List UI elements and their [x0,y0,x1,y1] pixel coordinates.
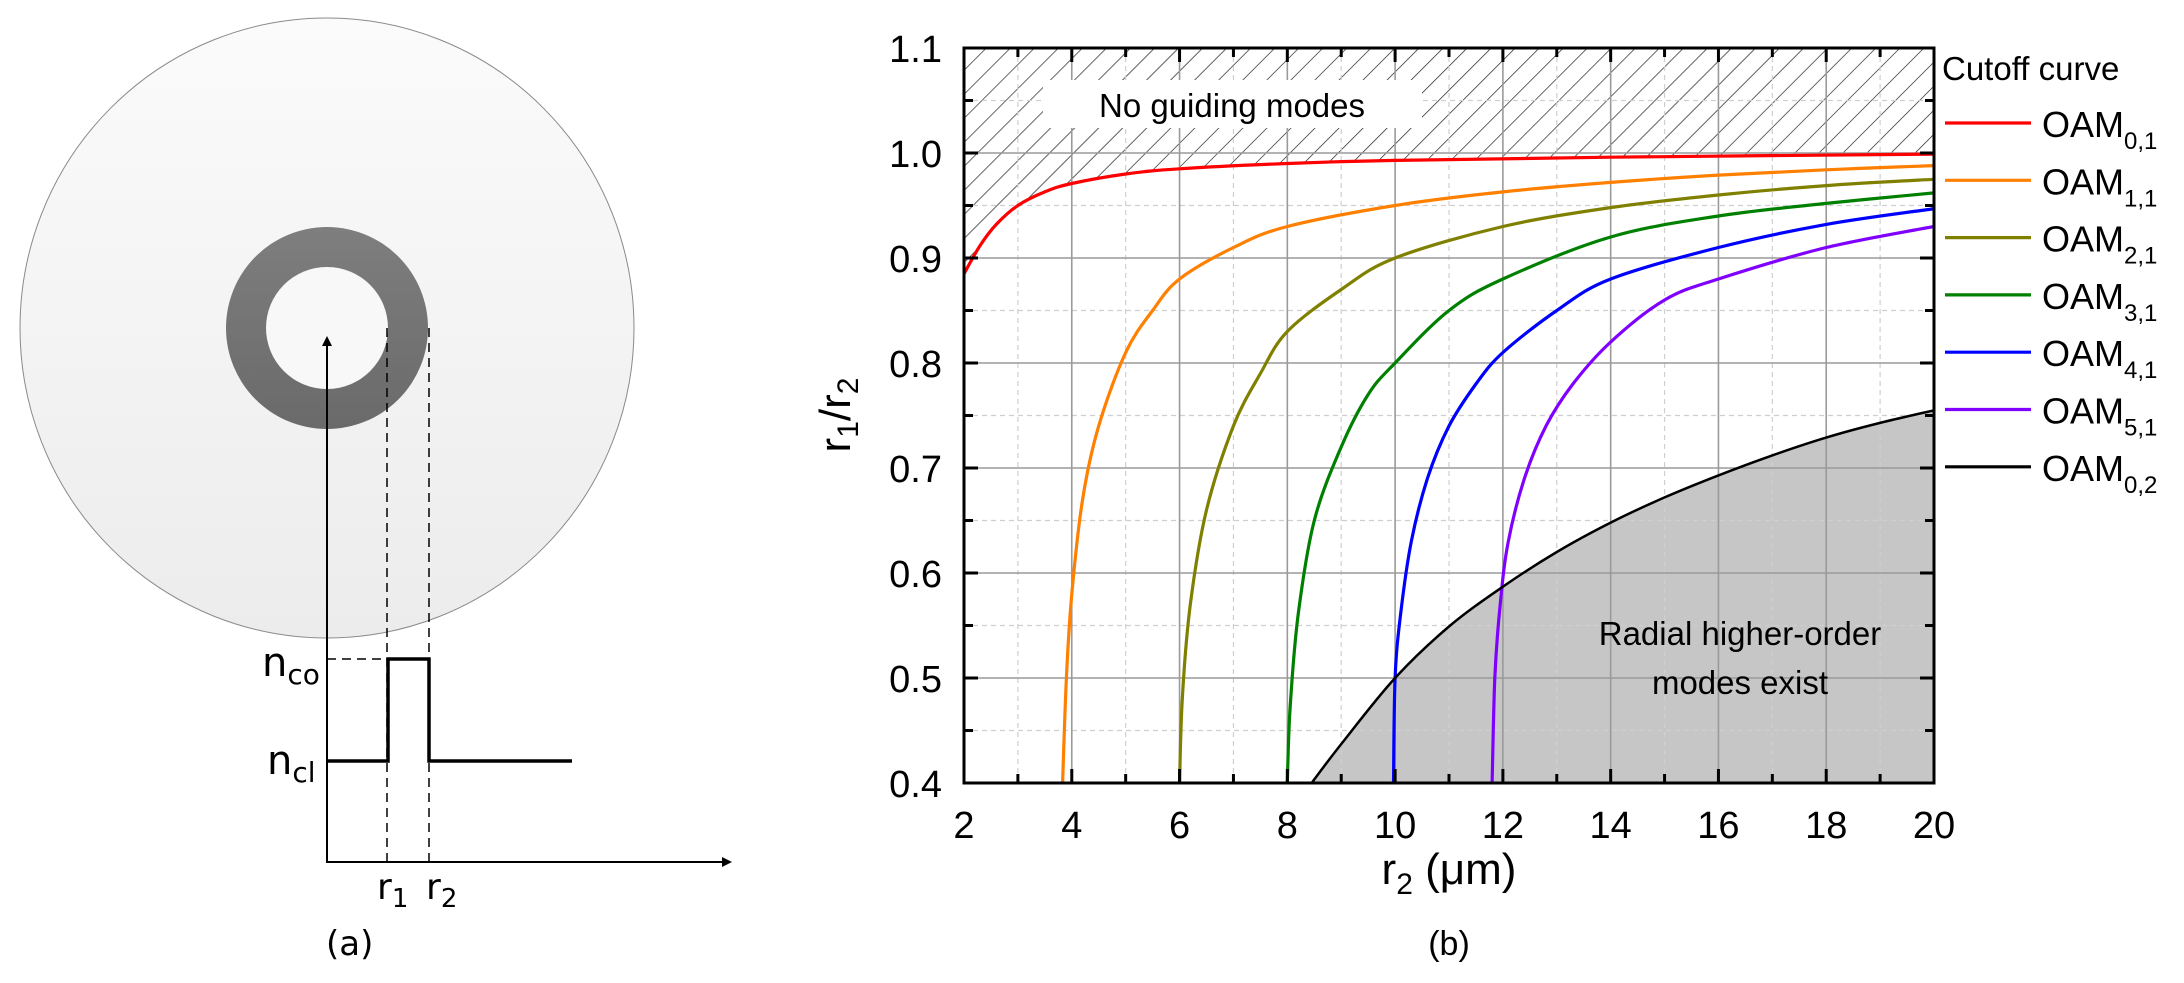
r2-label: r2 [426,867,457,914]
x-tick-label: 16 [1697,805,1739,847]
curve-1-1 [1061,164,1934,783]
inner-core [266,267,388,389]
x-tick-label: 8 [1277,805,1298,847]
legend-item-3-1: OAM3,1 [1945,276,2157,327]
y-tick-label: 1.1 [889,29,942,71]
x-tick-label: 14 [1590,805,1632,847]
curve-0-2 [1310,409,1934,783]
radial-higher-order-label-line2: modes exist [1652,664,1828,701]
minor-gridlines [964,48,1934,783]
y-tick-label: 0.6 [889,554,942,596]
higher-order-modes-region [1311,410,1934,783]
curve-4-1 [1391,207,1934,783]
radial-higher-order-label-line1: Radial higher-order [1599,615,1881,652]
panel-a-caption: (a) [326,924,373,964]
x-tick-label: 12 [1482,805,1524,847]
curve-5-1 [1490,224,1934,783]
panel-a-fiber-diagram: nco ncl r1 r2 (a) [19,17,732,964]
legend-label: OAM4,1 [2042,333,2157,384]
no-guiding-modes-label: No guiding modes [1099,87,1365,124]
x-axis-label: r2 (μm) [1382,845,1517,901]
legend-item-0-1: OAM0,1 [1945,104,2157,155]
y-tick-label: 0.7 [889,449,942,491]
legend-label: OAM0,2 [2042,448,2157,499]
no-guiding-label-box [1043,80,1422,128]
legend: OAM0,1 OAM1,1 OAM2,1 OAM3,1 OAM4,1 OAM5,1 OAM0… [1945,104,2157,499]
panel-b-caption: (b) [1428,925,1470,963]
legend-label: OAM5,1 [2042,391,2157,442]
legend-item-5-1: OAM5,1 [1945,391,2157,442]
y-tick-label: 1.0 [889,134,942,176]
x-tick-label: 2 [953,805,974,847]
y-tick-label: 0.4 [889,764,942,806]
legend-label: OAM1,1 [2042,161,2157,212]
y-axis-label: r1/r2 [811,378,865,453]
y-tick-label: 0.5 [889,659,942,701]
legend-label: OAM3,1 [2042,276,2157,327]
n-cl-label: ncl [267,738,316,789]
legend-item-1-1: OAM1,1 [1945,161,2157,212]
curve-3-1 [1285,191,1934,783]
panel-b-cutoff-chart: 2 4 6 8 10 12 14 16 18 20 0.4 0.5 0.6 0.7 0.8 0.9 1.0 1.1… [811,29,2157,963]
legend-item-0-2: OAM0,2 [1945,448,2157,499]
legend-item-2-1: OAM2,1 [1945,219,2157,270]
curve-0-1 [964,152,1934,275]
x-tick-label: 18 [1805,805,1847,847]
refractive-index-profile [327,657,572,763]
x-tick-label: 20 [1913,805,1955,847]
y-tick-label: 0.8 [889,344,942,386]
legend-title: Cutoff curve [1942,50,2119,87]
axis-ticks [962,46,1936,785]
legend-label: OAM0,1 [2042,104,2157,155]
x-tick-label: 4 [1061,805,1082,847]
legend-label: OAM2,1 [2042,219,2157,270]
legend-item-4-1: OAM4,1 [1945,333,2157,384]
y-tick-label: 0.9 [889,239,942,281]
n-co-label: nco [262,640,320,691]
curve-2-1 [1178,177,1934,783]
major-gridlines [964,48,1934,783]
x-tick-label: 10 [1374,805,1416,847]
r1-label: r1 [377,867,408,914]
cutoff-curves [964,152,1934,783]
tick-labels: 2 4 6 8 10 12 14 16 18 20 0.4 0.5 0.6 0.7 0.8 0.9 1.0 1.1 [889,29,1955,847]
x-tick-label: 6 [1169,805,1190,847]
